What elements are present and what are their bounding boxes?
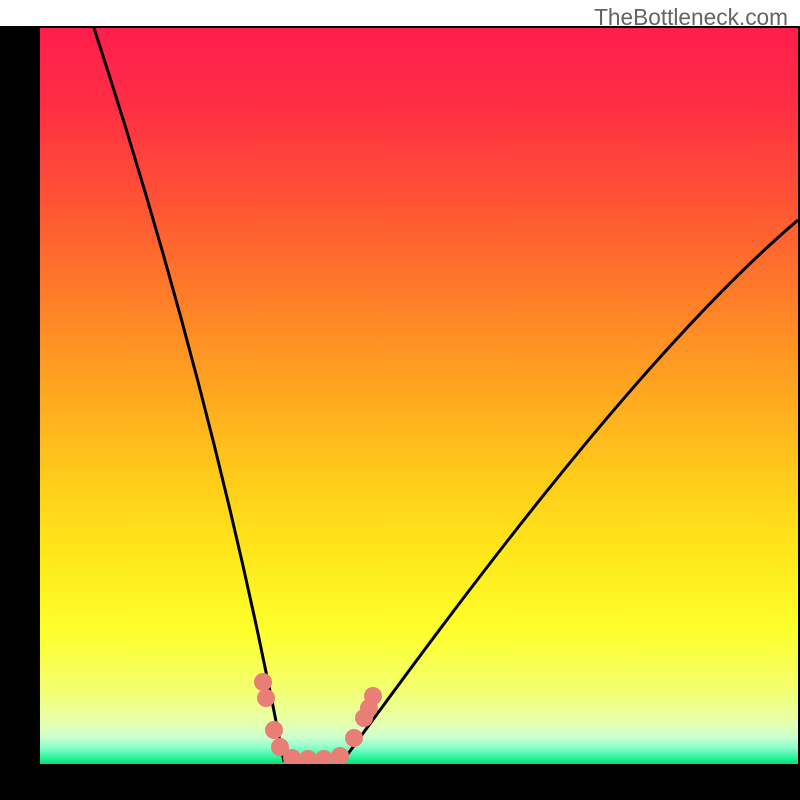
data-bead bbox=[254, 673, 272, 691]
data-bead bbox=[331, 747, 349, 764]
data-bead bbox=[299, 750, 317, 764]
data-bead bbox=[315, 750, 333, 764]
data-bead bbox=[257, 689, 275, 707]
curve-right-branch bbox=[342, 220, 798, 762]
data-bead bbox=[364, 687, 382, 705]
data-bead bbox=[345, 729, 363, 747]
curve-left-branch bbox=[94, 28, 284, 762]
data-bead bbox=[265, 721, 283, 739]
data-beads-group bbox=[254, 673, 382, 764]
curve-layer bbox=[40, 28, 798, 764]
plot-area bbox=[40, 28, 798, 764]
chart-root: TheBottleneck.com bbox=[0, 0, 800, 800]
